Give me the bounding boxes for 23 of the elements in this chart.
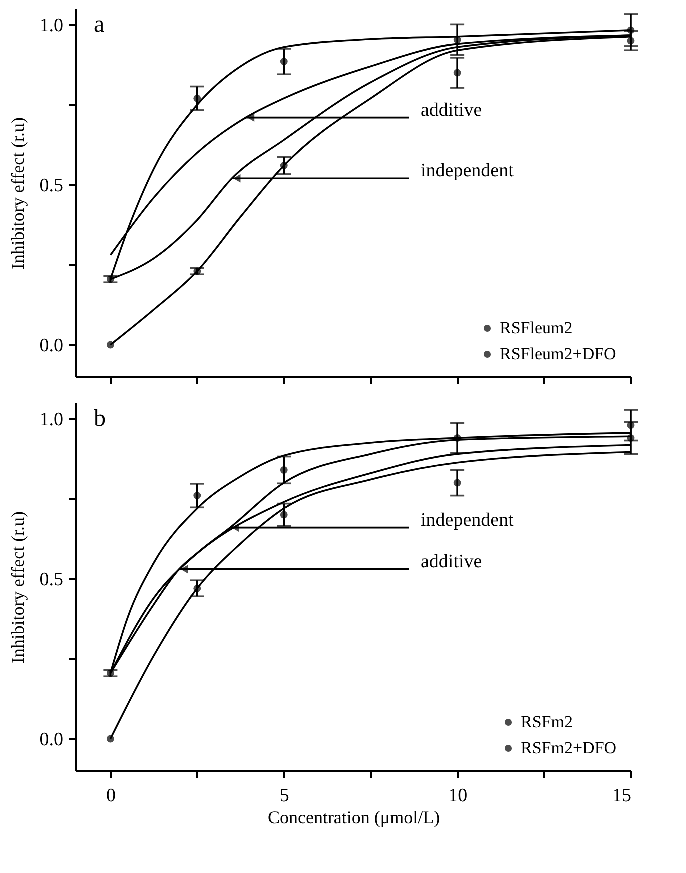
x-axis-title: Concentration (μmol/L) [268,808,440,828]
legend-label: RSFleum2+DFO [500,344,616,364]
x-tick-label: 15 [612,786,632,806]
y-tick-label: 1.0 [40,16,64,36]
x-tick-label: 5 [280,786,290,806]
annotation: independent [421,160,515,182]
x-tick-label: 10 [448,786,468,806]
y-tick-label: 1.0 [40,410,64,430]
legend-label: RSFm2+DFO [521,738,617,758]
y-tick-label: 0.5 [40,570,64,590]
annotation: additive [421,551,482,572]
annotation: independent [421,510,515,531]
y-axis-title: Inhibitory effect (r.u) [8,117,28,270]
annotation: a [94,12,105,38]
annotation: b [94,406,106,432]
annotation: additive [421,100,482,121]
x-tick-label: 0 [106,786,116,806]
y-tick-label: 0.5 [40,176,64,196]
legend-label: RSFm2 [521,712,573,732]
y-axis-title: Inhibitory effect (r.u) [8,511,28,664]
y-tick-label: 0.0 [40,336,64,356]
legend-label: RSFleum2 [500,318,573,338]
y-tick-label: 0.0 [40,730,64,750]
